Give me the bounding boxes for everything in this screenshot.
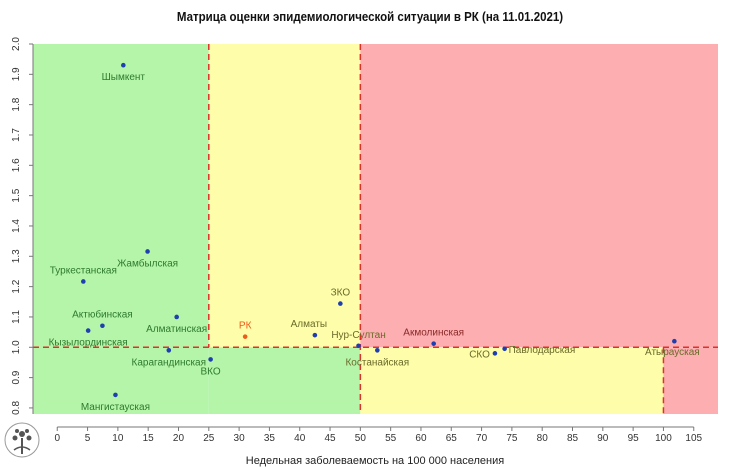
y-tick-label: 1.9: [11, 67, 22, 81]
x-axis-label: Недельная заболеваемость на 100 000 насе…: [245, 455, 505, 467]
data-point: [375, 348, 380, 353]
x-tick-label: 75: [506, 433, 518, 444]
x-tick-label: 95: [628, 433, 640, 444]
zone-3: [360, 44, 718, 348]
y-tick-label: 1.8: [11, 97, 22, 111]
y-tick-label: 1.2: [11, 279, 22, 293]
point-label: Мангистауская: [81, 402, 150, 413]
point-label: Кызылординская: [49, 338, 128, 349]
x-tick-label: 35: [264, 433, 276, 444]
point-label: Атырауская: [645, 347, 700, 358]
data-point: [312, 332, 318, 338]
x-tick-label: 100: [655, 433, 672, 444]
x-tick-label: 90: [597, 433, 609, 444]
point-label: ЗКО: [331, 288, 351, 299]
point-label: Костанайская: [345, 357, 409, 368]
point-label: ВКО: [201, 366, 221, 377]
y-tick-label: 1.1: [11, 310, 22, 324]
zone-0: [33, 44, 209, 414]
y-tick-label: 0.8: [11, 401, 22, 415]
x-tick-label: 80: [537, 433, 549, 444]
data-point: [174, 314, 179, 320]
data-point: [113, 392, 118, 398]
x-tick-label: 0: [54, 433, 60, 444]
data-point: [145, 249, 150, 254]
x-tick-label: 70: [476, 433, 488, 444]
data-point: [672, 338, 677, 344]
chart-title: Матрица оценки эпидемиологической ситуац…: [176, 10, 564, 24]
point-label: Нур-Султан: [331, 330, 385, 341]
y-tick-label: 2.0: [11, 37, 22, 51]
point-label: Павлодарская: [509, 345, 576, 356]
data-point: [81, 279, 86, 284]
data-point: [242, 334, 248, 339]
x-tick-label: 45: [324, 433, 336, 444]
x-tick-label: 105: [685, 433, 702, 444]
x-tick-label: 30: [234, 433, 246, 444]
data-point: [338, 301, 343, 306]
point-label: Шымкент: [102, 72, 146, 83]
point-label: Туркестанская: [50, 265, 117, 276]
x-tick-label: 5: [85, 433, 91, 444]
x-tick-label: 25: [203, 433, 215, 444]
data-point: [356, 343, 361, 349]
zone-1: [208, 44, 361, 348]
zone-5: [663, 347, 718, 414]
point-label: Акмолинская: [403, 328, 464, 339]
x-tick-label: 50: [355, 433, 367, 444]
data-point: [431, 341, 436, 346]
x-tick-label: 65: [446, 433, 458, 444]
point-label: Алматинская: [146, 324, 207, 335]
point-label: РК: [239, 321, 252, 332]
y-tick-label: 1.5: [11, 188, 22, 202]
zone-4: [360, 347, 664, 414]
data-point: [121, 62, 126, 68]
data-point: [85, 328, 91, 333]
x-tick-label: 60: [415, 433, 427, 444]
x-tick-label: 15: [143, 433, 155, 444]
y-tick-label: 1.6: [11, 158, 22, 172]
point-label: Актюбинская: [72, 309, 133, 321]
data-point: [100, 323, 105, 329]
x-tick-label: 20: [173, 433, 185, 444]
point-label: СКО: [469, 349, 490, 360]
point-label: Карагандинская: [132, 357, 207, 368]
logo-icon: [4, 422, 40, 458]
x-tick-label: 10: [112, 433, 124, 444]
y-tick-label: 0.9: [11, 370, 22, 384]
data-point: [208, 357, 213, 362]
y-tick-label: 1.0: [11, 340, 22, 354]
point-label: Алматы: [291, 319, 328, 330]
x-tick-label: 85: [567, 433, 579, 444]
point-label: Жамбылская: [117, 257, 178, 269]
x-tick-label: 55: [385, 433, 397, 444]
y-tick-label: 1.3: [11, 249, 22, 263]
data-point: [502, 346, 507, 352]
y-tick-label: 1.4: [11, 219, 22, 233]
zone-2: [208, 347, 361, 414]
x-tick-label: 40: [294, 433, 306, 444]
data-point: [492, 351, 498, 356]
y-tick-label: 1.7: [11, 128, 22, 142]
data-point: [166, 348, 172, 353]
